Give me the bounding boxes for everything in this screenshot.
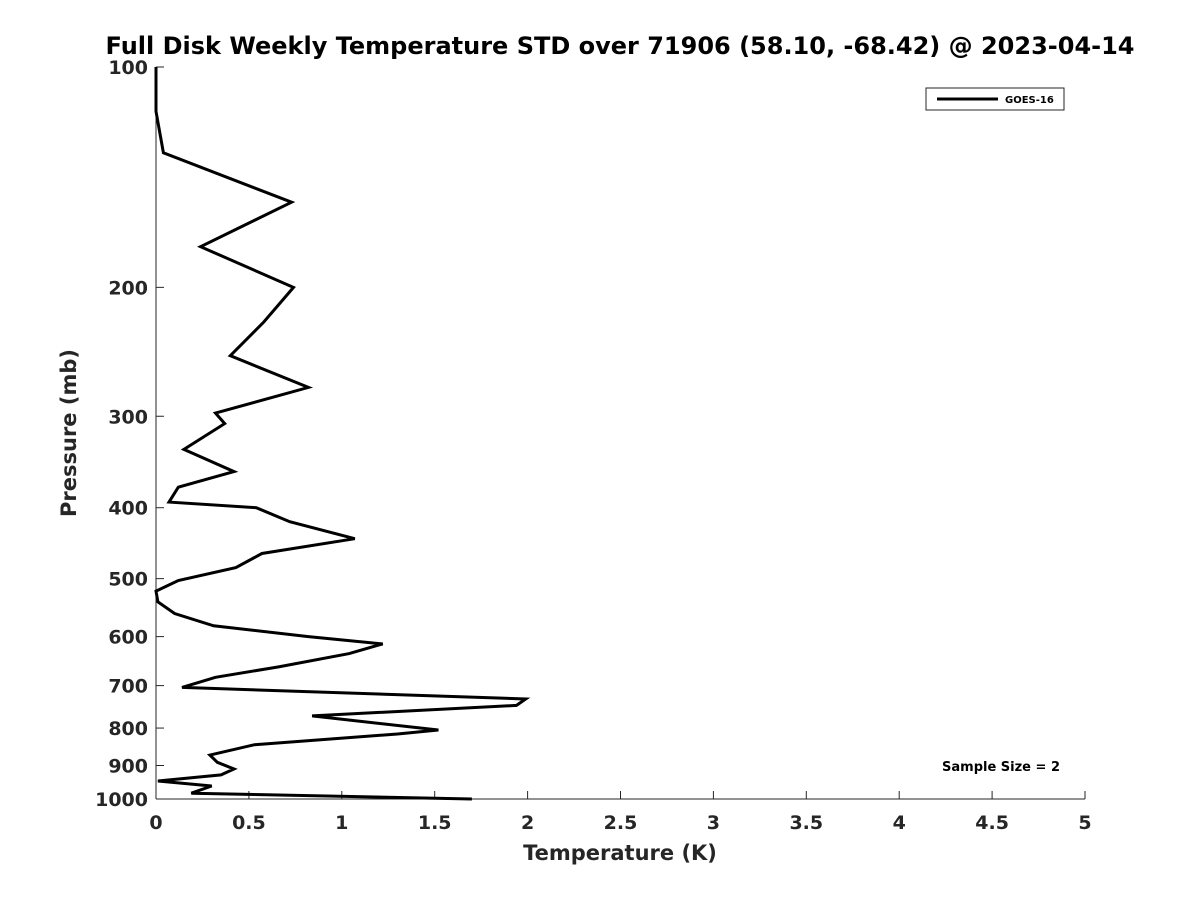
x-tick-label: 1 <box>335 812 348 834</box>
x-axis-label: Temperature (K) <box>523 841 717 865</box>
y-tick-label: 800 <box>108 718 148 740</box>
x-tick-label: 2.5 <box>604 812 638 834</box>
y-tick-label: 500 <box>108 569 148 591</box>
y-ticks: 100 200 300 400 500 600 700 800 900 1000 <box>95 57 164 811</box>
x-tick-label: 0 <box>149 812 162 834</box>
legend-label: GOES-16 <box>1005 95 1054 106</box>
x-tick-label: 0.5 <box>232 812 266 834</box>
y-axis-label: Pressure (mb) <box>57 349 81 517</box>
x-tick-label: 3 <box>707 812 720 834</box>
y-tick-label: 200 <box>108 277 148 299</box>
y-tick-label: 600 <box>108 627 148 649</box>
x-tick-label: 4.5 <box>975 812 1009 834</box>
y-tick-label: 100 <box>108 57 148 79</box>
axes <box>155 67 1085 800</box>
y-tick-label: 1000 <box>95 789 148 811</box>
x-tick-label: 3.5 <box>789 812 823 834</box>
x-tick-label: 5 <box>1078 812 1091 834</box>
y-tick-label: 900 <box>108 756 148 778</box>
series-group <box>154 67 531 801</box>
y-tick-label: 400 <box>108 498 148 520</box>
x-tick-label: 4 <box>893 812 906 834</box>
legend: GOES-16 <box>925 87 1065 111</box>
x-ticks: 0 0.5 1 1.5 2 2.5 3 3.5 4 4.5 5 <box>149 791 1092 834</box>
series-line-goes-16 <box>154 67 531 801</box>
y-tick-label: 300 <box>108 406 148 428</box>
x-tick-label: 1.5 <box>418 812 452 834</box>
sample-size-annotation: Sample Size = 2 <box>942 760 1060 775</box>
chart-title: Full Disk Weekly Temperature STD over 71… <box>106 32 1135 60</box>
y-tick-label: 700 <box>108 676 148 698</box>
x-tick-label: 2 <box>521 812 534 834</box>
